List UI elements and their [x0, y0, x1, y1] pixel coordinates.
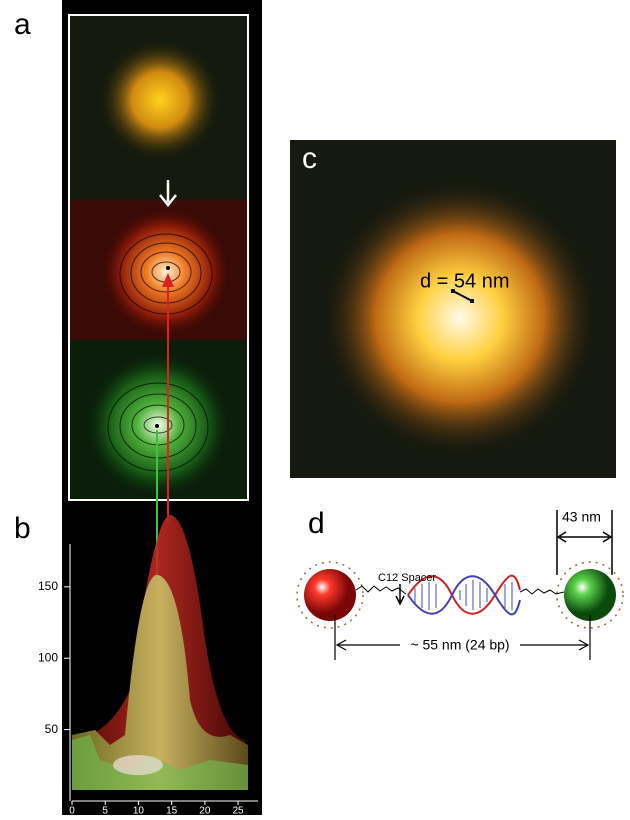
size-label: 43 nm: [562, 509, 601, 525]
figure: a b c d = 54 nm d C12 Spacer 43 nm: [0, 0, 630, 815]
y-tick-label: 150: [38, 579, 58, 593]
panel-label: b: [14, 512, 31, 545]
spacer: [520, 589, 564, 594]
spot: [320, 178, 600, 458]
centroid: [166, 266, 170, 270]
annotation: d = 54 nm: [420, 270, 510, 292]
x-tick-label: 25: [233, 806, 245, 815]
x-tick-label: 20: [199, 806, 211, 815]
green-particle: [564, 569, 616, 621]
x-tick-label: 0: [69, 806, 75, 815]
panel-label: c: [302, 142, 317, 175]
arrow: [396, 584, 404, 604]
spacer-label: C12 Spacer: [378, 572, 436, 584]
distance-label: ~ 55 nm (24 bp): [410, 637, 509, 653]
x-tick-label: 15: [166, 806, 178, 815]
y-tick-label: 100: [38, 650, 58, 664]
centroid: [155, 424, 159, 428]
red-particle: [304, 569, 356, 621]
marker: [470, 299, 474, 303]
base-pairs: [415, 580, 512, 610]
x-tick-label: 10: [133, 806, 145, 815]
x-tick-label: 5: [102, 806, 108, 815]
panel-label: d: [308, 507, 325, 540]
spot: [98, 38, 222, 162]
panel-label: a: [14, 8, 31, 41]
marker: [451, 289, 455, 293]
highlight: [113, 755, 163, 775]
y-tick-label: 50: [45, 722, 59, 736]
